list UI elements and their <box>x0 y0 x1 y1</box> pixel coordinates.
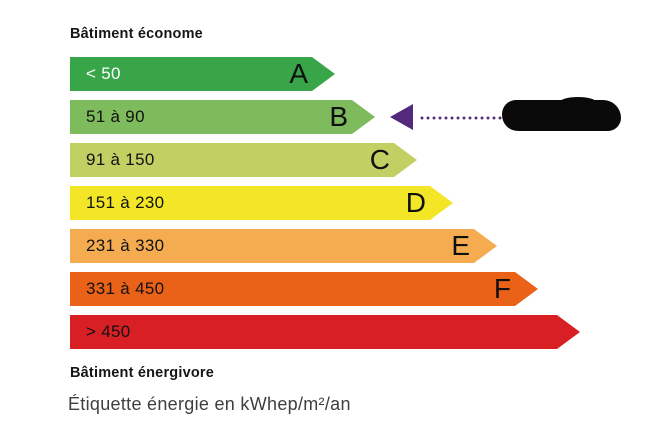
chart-caption: Étiquette énergie en kWhep/m²/an <box>68 394 351 414</box>
redacted-value <box>502 97 621 131</box>
energy-class-row-b: 51 à 90 B <box>70 97 621 134</box>
energy-class-bar-d: 151 à 230 D <box>70 186 453 220</box>
range-label: < 50 <box>86 64 121 83</box>
energy-intensive-building-label: Bâtiment énergivore <box>70 365 215 381</box>
energy-class-bar-b: 51 à 90 B <box>70 100 375 134</box>
economical-building-label: Bâtiment économe <box>70 26 203 42</box>
arrow-left-icon <box>390 104 413 130</box>
range-label: 91 à 150 <box>86 150 155 169</box>
energy-class-bar-f: 331 à 450 F <box>70 272 538 306</box>
energy-class-row-c: 91 à 150 C <box>70 143 580 177</box>
energy-class-row-e: 231 à 330 E <box>70 229 580 263</box>
class-letter: F <box>493 273 511 304</box>
class-letter: E <box>451 230 470 261</box>
energy-class-row-f: 331 à 450 F <box>70 272 580 306</box>
class-letter: B <box>329 101 348 132</box>
class-letter: A <box>289 58 308 89</box>
range-label: 331 à 450 <box>86 279 165 298</box>
energy-class-bar-a: < 50 A <box>70 57 335 91</box>
energy-class-bar-c: 91 à 150 C <box>70 143 417 177</box>
energy-class-bar-g: > 450 <box>70 315 580 349</box>
range-label: 231 à 330 <box>86 236 165 255</box>
energy-class-scale: < 50 A 51 à 90 B 91 à 150 C 151 à 23 <box>70 57 621 358</box>
energy-class-row-g: > 450 <box>70 315 580 349</box>
class-letter: C <box>369 144 390 175</box>
range-label: > 450 <box>86 322 131 341</box>
energy-class-bar-e: 231 à 330 E <box>70 229 497 263</box>
energy-class-row-d: 151 à 230 D <box>70 186 580 220</box>
energy-class-row-a: < 50 A <box>70 57 580 91</box>
range-label: 151 à 230 <box>86 193 165 212</box>
class-letter: D <box>405 187 426 218</box>
range-label: 51 à 90 <box>86 107 145 126</box>
dotted-connector <box>419 116 503 120</box>
